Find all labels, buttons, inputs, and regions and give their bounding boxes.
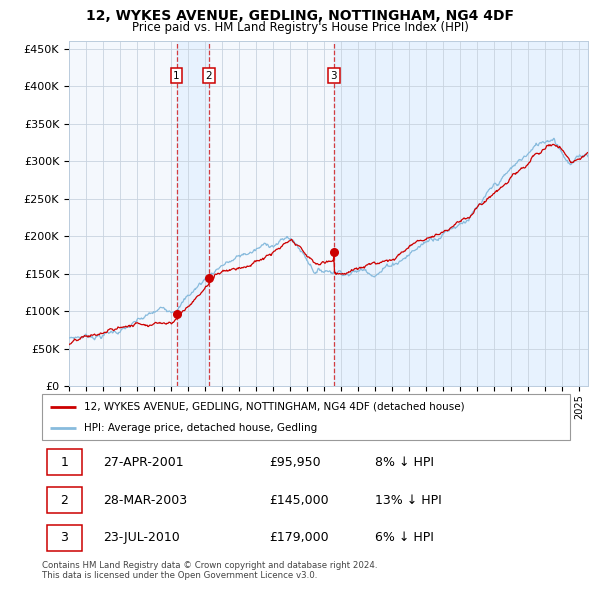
FancyBboxPatch shape (42, 394, 570, 440)
Text: 3: 3 (61, 532, 68, 545)
Text: 28-MAR-2003: 28-MAR-2003 (103, 493, 187, 507)
Text: 2: 2 (61, 493, 68, 507)
Text: 3: 3 (330, 71, 337, 81)
Text: 1: 1 (61, 455, 68, 468)
Text: 12, WYKES AVENUE, GEDLING, NOTTINGHAM, NG4 4DF: 12, WYKES AVENUE, GEDLING, NOTTINGHAM, N… (86, 9, 514, 24)
Text: 27-APR-2001: 27-APR-2001 (103, 455, 184, 468)
Text: 1: 1 (173, 71, 180, 81)
Text: £145,000: £145,000 (269, 493, 329, 507)
Text: 13% ↓ HPI: 13% ↓ HPI (374, 493, 442, 507)
Text: £179,000: £179,000 (269, 532, 329, 545)
FancyBboxPatch shape (47, 450, 82, 475)
Text: 6% ↓ HPI: 6% ↓ HPI (374, 532, 434, 545)
Text: 23-JUL-2010: 23-JUL-2010 (103, 532, 179, 545)
FancyBboxPatch shape (47, 487, 82, 513)
Text: 2: 2 (206, 71, 212, 81)
FancyBboxPatch shape (47, 525, 82, 550)
Bar (176, 41, 209, 386)
Text: HPI: Average price, detached house, Gedling: HPI: Average price, detached house, Gedl… (84, 423, 317, 432)
Text: 12, WYKES AVENUE, GEDLING, NOTTINGHAM, NG4 4DF (detached house): 12, WYKES AVENUE, GEDLING, NOTTINGHAM, N… (84, 402, 465, 412)
Text: Price paid vs. HM Land Registry's House Price Index (HPI): Price paid vs. HM Land Registry's House … (131, 21, 469, 34)
Text: Contains HM Land Registry data © Crown copyright and database right 2024.
This d: Contains HM Land Registry data © Crown c… (42, 560, 377, 580)
Bar (334, 41, 588, 386)
Text: 8% ↓ HPI: 8% ↓ HPI (374, 455, 434, 468)
Text: £95,950: £95,950 (269, 455, 320, 468)
